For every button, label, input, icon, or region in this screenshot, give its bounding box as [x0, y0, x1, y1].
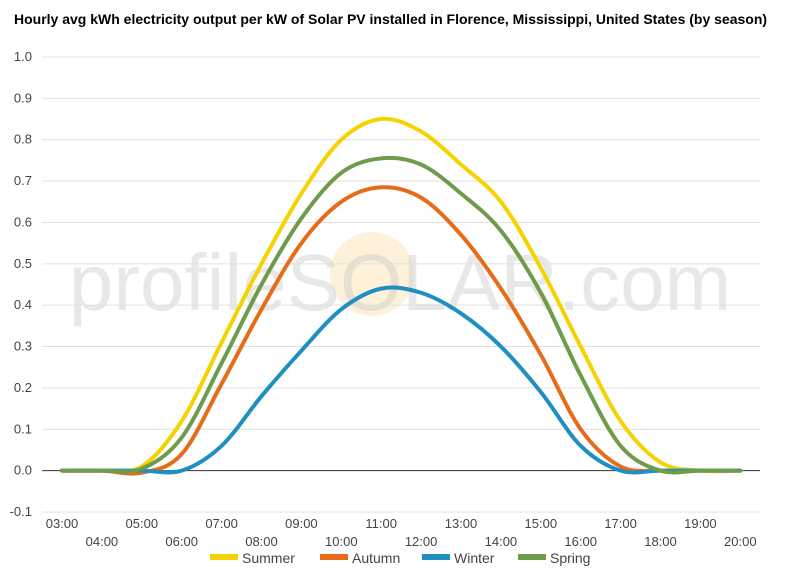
y-tick-label: 0.5: [14, 256, 32, 271]
series-line-summer: [60, 116, 743, 474]
legend-label-spring: Spring: [550, 550, 590, 566]
x-tick-label: 13:00: [445, 516, 478, 531]
x-tick-label: 18:00: [644, 534, 677, 549]
x-tick-label: 10:00: [325, 534, 358, 549]
legend-swatch-spring: [518, 554, 546, 560]
x-tick-label: 14:00: [485, 534, 518, 549]
x-tick-label: 06:00: [165, 534, 198, 549]
x-tick-label: 05:00: [126, 516, 159, 531]
y-tick-label: 0.9: [14, 90, 32, 105]
y-tick-label: 0.8: [14, 132, 32, 147]
x-tick-label: 03:00: [46, 516, 79, 531]
x-tick-label: 11:00: [365, 516, 397, 531]
y-tick-label: 1.0: [14, 49, 32, 64]
x-tick-label: 04:00: [86, 534, 119, 549]
y-tick-label: 0.2: [14, 380, 32, 395]
legend-label-autumn: Autumn: [352, 550, 400, 566]
x-tick-label: 20:00: [724, 534, 757, 549]
x-tick-label: 19:00: [684, 516, 717, 531]
y-tick-label: 0.1: [14, 421, 32, 436]
y-tick-label: 0.6: [14, 214, 32, 229]
legend-label-summer: Summer: [242, 550, 295, 566]
legend-swatch-autumn: [320, 554, 348, 560]
legend-label-winter: Winter: [454, 550, 495, 566]
series-line-winter: [60, 285, 743, 475]
y-tick-label: -0.1: [10, 504, 32, 519]
chart-title: Hourly avg kWh electricity output per kW…: [14, 11, 768, 27]
y-tick-label: 0.4: [14, 297, 32, 312]
x-tick-label: 07:00: [205, 516, 238, 531]
legend-swatch-summer: [210, 554, 238, 560]
x-tick-label: 12:00: [405, 534, 438, 549]
x-tick-label: 08:00: [245, 534, 278, 549]
x-tick-label: 09:00: [285, 516, 318, 531]
series-line-spring: [60, 155, 743, 475]
x-tick-label: 16:00: [564, 534, 597, 549]
y-tick-label: 0.0: [14, 463, 32, 478]
x-tick-label: 15:00: [525, 516, 558, 531]
series-line-autumn: [60, 185, 743, 476]
y-tick-label: 0.3: [14, 339, 32, 354]
y-tick-label: 0.7: [14, 173, 32, 188]
watermark-text: profileSOLAR.com: [69, 238, 731, 327]
watermark-sun: [330, 232, 414, 316]
legend-swatch-winter: [422, 554, 450, 560]
x-tick-label: 17:00: [604, 516, 637, 531]
